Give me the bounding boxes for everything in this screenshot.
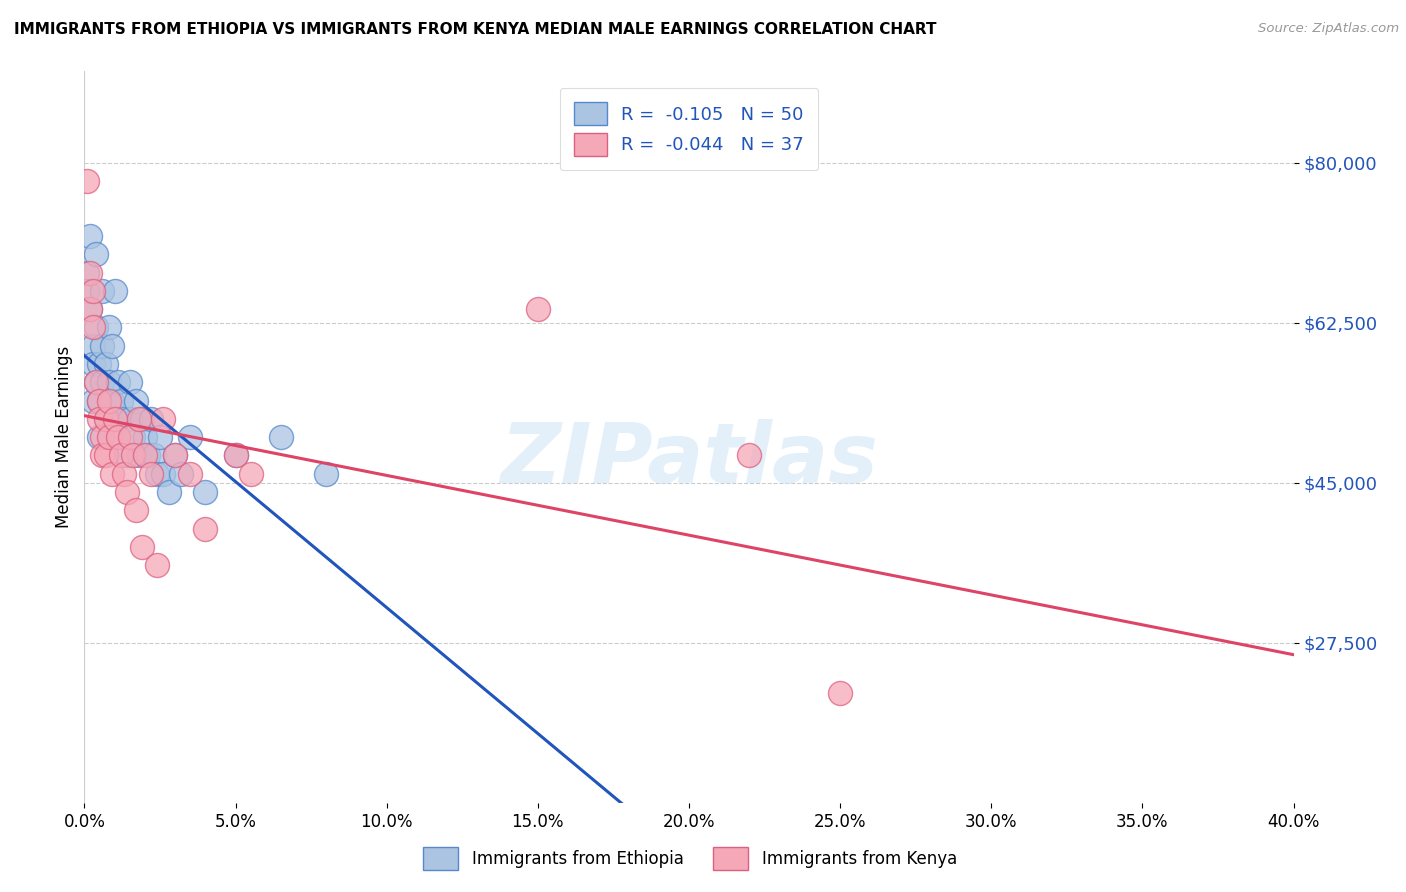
Point [270,430,292,444]
Text: IMMIGRANTS FROM ETHIOPIA VS IMMIGRANTS FROM KENYA MEDIAN MALE EARNINGS CORRELATI: IMMIGRANTS FROM ETHIOPIA VS IMMIGRANTS F… [14,22,936,37]
Point [100,467,122,481]
Point [128,448,150,462]
Point [165,448,187,462]
Point [115,448,138,462]
Point [146,467,169,481]
Point [115,484,138,499]
Point [118,411,141,425]
Point [86,320,108,334]
Point [89,357,111,371]
Point [97,393,120,408]
Point [139,467,162,481]
Point [107,430,129,444]
Point [830,686,852,700]
Point [239,467,262,481]
Point [112,411,135,425]
Point [315,467,337,481]
Point [738,448,761,462]
Point [110,448,132,462]
Point [104,411,127,425]
Point [149,430,172,444]
Text: Immigrants from Ethiopia: Immigrants from Ethiopia [472,849,683,868]
Point [86,247,108,261]
Point [91,338,114,352]
Point [118,375,141,389]
Point [94,448,117,462]
Point [76,174,98,188]
Point [110,393,132,408]
Point [136,448,159,462]
Point [97,375,120,389]
Point [79,301,101,316]
Text: ZIPatlas: ZIPatlas [501,418,877,500]
Point [89,393,111,408]
Point [125,393,148,408]
Point [157,484,180,499]
Point [225,448,247,462]
Point [107,375,129,389]
Point [118,430,141,444]
Point [94,411,117,425]
Point [104,411,127,425]
Y-axis label: Median Male Earnings: Median Male Earnings [55,346,73,528]
Point [97,430,120,444]
Point [134,448,156,462]
Point [89,393,111,408]
Point [194,484,217,499]
Point [89,411,111,425]
Point [91,284,114,298]
Point [139,411,162,425]
Point [142,448,165,462]
Point [128,411,150,425]
Point [86,375,108,389]
Point [76,284,98,298]
Point [79,301,101,316]
Point [165,448,187,462]
Point [100,338,122,352]
Point [97,320,120,334]
Point [91,430,114,444]
Point [134,430,156,444]
Point [194,521,217,535]
Point [152,467,174,481]
Point [104,284,127,298]
Point [131,540,153,554]
Point [82,357,104,371]
Point [82,284,104,298]
Point [91,375,114,389]
Point [82,393,104,408]
Point [94,411,117,425]
Point [82,320,104,334]
Point [79,265,101,279]
Point [121,430,143,444]
Point [146,558,169,573]
Point [179,467,201,481]
Point [79,228,101,243]
Point [121,448,143,462]
Legend: R =  -0.105   N = 50, R =  -0.044   N = 37: R = -0.105 N = 50, R = -0.044 N = 37 [560,87,818,170]
Point [100,393,122,408]
Point [179,430,201,444]
Point [107,430,129,444]
Point [82,338,104,352]
Point [225,448,247,462]
Point [131,411,153,425]
Point [170,467,193,481]
Point [112,467,135,481]
Point [89,430,111,444]
Point [76,265,98,279]
Point [125,503,148,517]
Text: Immigrants from Kenya: Immigrants from Kenya [762,849,957,868]
Point [86,375,108,389]
Point [527,301,550,316]
Point [91,448,114,462]
Point [94,357,117,371]
Text: Source: ZipAtlas.com: Source: ZipAtlas.com [1258,22,1399,36]
Point [152,411,174,425]
